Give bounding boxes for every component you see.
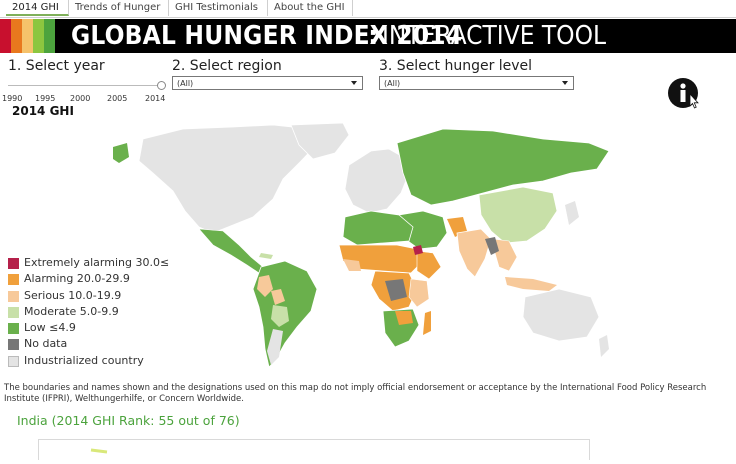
tab-ghi-testimonials[interactable]: GHI Testimonials xyxy=(169,0,268,16)
map-region-drc-nodata xyxy=(385,279,407,301)
year-tick: 2000 xyxy=(70,94,91,103)
map-region-eritrea xyxy=(413,245,423,255)
legend-label: Alarming 20.0-29.9 xyxy=(24,272,130,286)
tab-2014-ghi[interactable]: 2014 GHI xyxy=(6,0,69,16)
map-region-central-america xyxy=(198,228,264,274)
map-region-andes-serious xyxy=(257,275,273,297)
chevron-down-icon xyxy=(562,81,568,85)
year-filter-label: 1. Select year xyxy=(8,58,105,74)
map-region-india xyxy=(456,228,492,278)
map-region-south-moderate xyxy=(271,305,289,327)
map-region-new-zealand xyxy=(599,335,609,357)
map-region-north-africa xyxy=(342,210,414,246)
map-region-europe xyxy=(344,148,410,214)
legend-label: Extremely alarming 30.0≤ xyxy=(24,256,170,269)
region-select-value: (All) xyxy=(177,79,194,88)
year-slider-thumb[interactable] xyxy=(157,81,166,90)
hunger-level-select[interactable]: (All) xyxy=(379,76,574,90)
legend-swatch xyxy=(8,339,19,351)
banner-separator: : xyxy=(368,21,379,51)
map-region-bolivia xyxy=(271,289,285,305)
banner-stripe xyxy=(0,19,11,53)
map-region-china xyxy=(478,186,558,244)
map-title: 2014 GHI xyxy=(12,104,74,118)
region-filter-label: 2. Select region xyxy=(172,58,282,74)
country-trend-line xyxy=(90,448,108,454)
legend-label: No data xyxy=(24,337,68,351)
banner-stripe xyxy=(44,19,55,53)
banner-stripe xyxy=(22,19,33,53)
year-tick: 1990 xyxy=(2,94,23,103)
banner-title: GLOBAL HUNGER INDEX 2014 xyxy=(71,21,463,51)
map-region-australia xyxy=(522,288,600,342)
chevron-down-icon xyxy=(351,81,357,85)
map-region-horn xyxy=(416,250,442,280)
legend-swatch xyxy=(8,258,19,269)
map-region-east-africa xyxy=(408,278,430,308)
banner-stripe xyxy=(33,19,44,53)
map-region-greenland xyxy=(290,122,350,160)
legend-swatch xyxy=(8,323,19,335)
map-disclaimer: The boundaries and names shown and the d… xyxy=(4,383,707,404)
map-region-madagascar xyxy=(423,311,431,335)
map-region-myanmar xyxy=(485,237,499,255)
year-slider-track[interactable] xyxy=(8,85,158,86)
tab-about-the-ghi[interactable]: About the GHI xyxy=(268,0,353,16)
legend-swatch xyxy=(8,306,19,318)
hunger-level-select-value: (All) xyxy=(384,79,401,88)
map-region-russia xyxy=(396,128,610,206)
legend-swatch xyxy=(8,355,19,367)
map-region-japan xyxy=(565,201,579,225)
legend-label: Low ≤4.9 xyxy=(24,321,76,335)
info-icon[interactable] xyxy=(668,78,700,110)
year-tick: 1995 xyxy=(35,94,56,103)
banner-stripe xyxy=(11,19,22,53)
legend-swatch xyxy=(8,290,19,302)
header-banner: GLOBAL HUNGER INDEX 2014 : INTERACTIVE T… xyxy=(0,19,736,53)
world-map[interactable] xyxy=(113,121,613,373)
country-trend-chart xyxy=(38,439,590,460)
legend-swatch xyxy=(8,274,19,286)
map-region-west-tip xyxy=(113,143,129,163)
hunger-level-filter-label: 3. Select hunger level xyxy=(379,58,533,74)
country-detail-title: India (2014 GHI Rank: 55 out of 76) xyxy=(17,413,240,428)
tab-bar: 2014 GHI Trends of Hunger GHI Testimonia… xyxy=(0,0,736,18)
map-region-indonesia xyxy=(505,277,557,291)
banner-subtitle: INTERACTIVE TOOL xyxy=(382,21,607,51)
map-region-patagonia xyxy=(267,329,283,365)
map-region-caribbean xyxy=(259,253,273,259)
legend-label: Serious 10.0-19.9 xyxy=(24,288,122,302)
year-tick: 2014 xyxy=(145,94,166,103)
year-tick: 2005 xyxy=(107,94,128,103)
legend-label: Moderate 5.0-9.9 xyxy=(24,304,119,318)
map-region-north-america xyxy=(138,124,319,234)
legend-label: Industrialized country xyxy=(24,353,144,367)
region-select[interactable]: (All) xyxy=(172,76,363,90)
tab-trends-of-hunger[interactable]: Trends of Hunger xyxy=(69,0,169,16)
map-region-zambia xyxy=(395,311,413,325)
map-region-west-africa-serious xyxy=(343,259,361,271)
